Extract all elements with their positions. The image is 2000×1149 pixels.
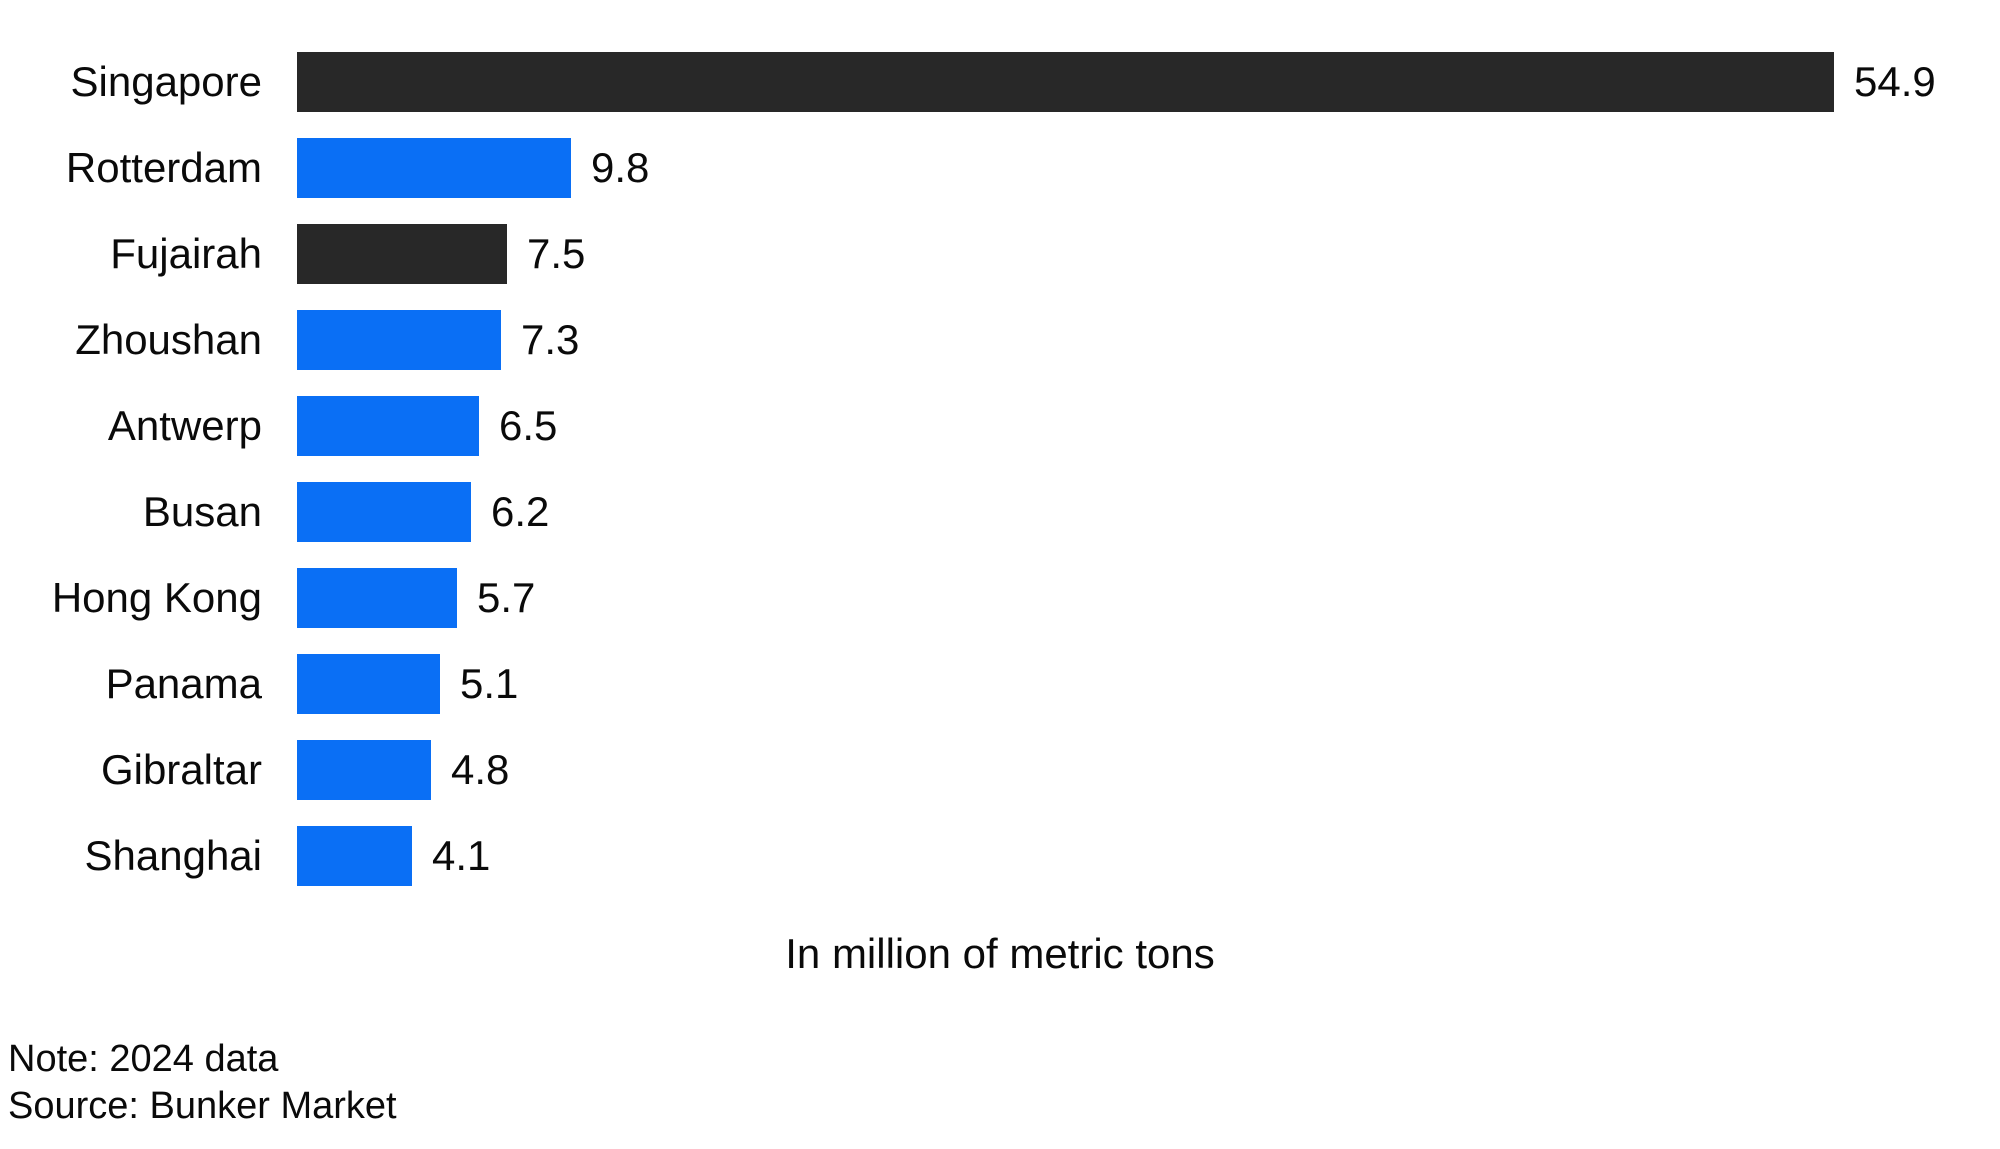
bar-chart: Singapore 54.9 Rotterdam 9.8 Fujairah 7.… [0, 39, 2000, 899]
chart-row: Zhoushan 7.3 [0, 297, 2000, 383]
value-label: 7.3 [521, 316, 580, 363]
bar-wrap: 6.2 [297, 482, 549, 542]
value-label: 9.8 [591, 144, 650, 191]
category-label: Rotterdam [65, 144, 262, 191]
footnotes: Note: 2024 data Source: Bunker Market [8, 1036, 397, 1130]
chart-row: Gibraltar 4.8 [0, 727, 2000, 813]
category-label: Hong Kong [51, 574, 262, 621]
value-label: 5.1 [460, 660, 519, 707]
bar-wrap: 54.9 [297, 52, 1936, 112]
chart-row: Rotterdam 9.8 [0, 125, 2000, 211]
value-label: 54.9 [1854, 58, 1936, 105]
category-label: Singapore [70, 58, 262, 105]
bar [297, 740, 431, 800]
bar-wrap: 6.5 [297, 396, 557, 456]
category-label: Busan [142, 488, 262, 535]
bar [297, 482, 471, 542]
value-label: 4.8 [451, 746, 510, 793]
category-label: Panama [105, 660, 262, 707]
bar [297, 138, 571, 198]
bar-wrap: 5.7 [297, 568, 535, 628]
chart-row: Antwerp 6.5 [0, 383, 2000, 469]
chart-row: Hong Kong 5.7 [0, 555, 2000, 641]
bar [297, 826, 412, 886]
bar [297, 52, 1834, 112]
bar-wrap: 4.8 [297, 740, 509, 800]
note-text: Note: 2024 data [8, 1038, 279, 1080]
bar-wrap: 7.5 [297, 224, 585, 284]
bar [297, 654, 440, 714]
value-label: 6.2 [491, 488, 550, 535]
category-label: Shanghai [84, 832, 263, 879]
category-label: Gibraltar [100, 746, 262, 793]
chart-row: Shanghai 4.1 [0, 813, 2000, 899]
category-label: Antwerp [107, 402, 262, 449]
chart-row: Singapore 54.9 [0, 39, 2000, 125]
bar-wrap: 9.8 [297, 138, 649, 198]
source-text: Source: Bunker Market [8, 1085, 397, 1127]
bar-wrap: 7.3 [297, 310, 579, 370]
value-label: 6.5 [499, 402, 558, 449]
value-label: 4.1 [432, 832, 491, 879]
bar [297, 224, 507, 284]
chart-row: Busan 6.2 [0, 469, 2000, 555]
value-label: 7.5 [527, 230, 586, 277]
bar [297, 568, 457, 628]
bar-wrap: 4.1 [297, 826, 490, 886]
value-label: 5.7 [477, 574, 536, 621]
bar [297, 396, 479, 456]
chart-row: Panama 5.1 [0, 641, 2000, 727]
category-label: Zhoushan [75, 316, 262, 363]
chart-row: Fujairah 7.5 [0, 211, 2000, 297]
bar-wrap: 5.1 [297, 654, 518, 714]
bar [297, 310, 501, 370]
chart-axis-caption: In million of metric tons [785, 930, 1215, 977]
category-label: Fujairah [110, 230, 262, 277]
